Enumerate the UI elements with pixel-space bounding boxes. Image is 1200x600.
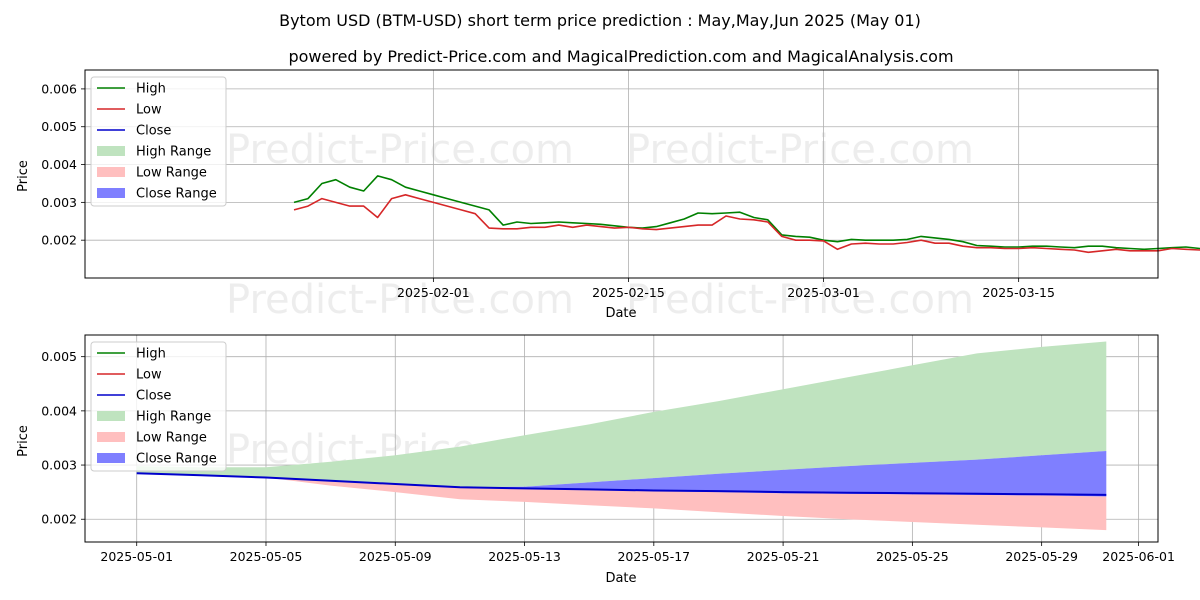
- x-tick-label: 2025-05-13: [488, 549, 561, 564]
- top-y-axis: 0.002 0.003 0.004 0.005 0.006: [41, 81, 85, 248]
- legend-label: Close: [136, 124, 171, 139]
- high-series-line: [293, 175, 1200, 251]
- bottom-range-areas: [136, 341, 1107, 531]
- legend-label: High Range: [136, 145, 211, 160]
- watermark: Predict-Price.com: [626, 277, 974, 323]
- bottom-series-lines: [136, 472, 1107, 496]
- top-plot-frame: [84, 69, 1159, 279]
- x-tick-label: 2025-05-29: [1005, 549, 1078, 564]
- legend-label: Close: [136, 389, 171, 404]
- watermark: Predict-Price.com: [226, 127, 574, 173]
- top-legend: High Low Close High Range Low Range Close Ran…: [90, 76, 227, 207]
- y-tick-label: 0.003: [41, 195, 77, 210]
- bottom-x-axis: 2025-05-01 2025-05-05 2025-05-09 2025-05-13…: [100, 542, 1175, 564]
- legend-patch-swatch: [97, 146, 125, 156]
- close-forecast-line: [136, 472, 1107, 496]
- legend-label: High: [136, 347, 166, 362]
- legend-patch-swatch: [97, 432, 125, 442]
- bottom-x-axis-label: Date: [605, 571, 636, 586]
- legend-label: High: [136, 82, 166, 97]
- y-tick-label: 0.005: [41, 119, 77, 134]
- watermark: Predict-Price.com: [626, 127, 974, 173]
- high-range-area: [136, 341, 1107, 488]
- bottom-panel: 2025-05-01 2025-05-05 2025-05-09 2025-05-13…: [16, 334, 1175, 586]
- x-tick-label: 2025-03-15: [982, 285, 1055, 300]
- legend-label: Close Range: [136, 187, 217, 202]
- y-tick-label: 0.002: [41, 233, 77, 248]
- legend-label: Low: [136, 103, 162, 118]
- legend-label: Low Range: [136, 431, 207, 446]
- chart-subtitle: powered by Predict-Price.com and Magical…: [288, 47, 953, 66]
- legend-patch-swatch: [97, 453, 125, 463]
- close-range-area: [136, 451, 1107, 497]
- x-tick-label: 2025-05-17: [617, 549, 690, 564]
- legend-label: Low Range: [136, 166, 207, 181]
- top-y-axis-label: Price: [16, 160, 31, 192]
- low-range-area: [136, 473, 1107, 531]
- x-tick-label: 2025-02-15: [592, 285, 665, 300]
- bottom-y-axis: 0.002 0.003 0.004 0.005: [41, 349, 85, 527]
- top-gridlines: [85, 70, 1158, 278]
- x-tick-label: 2025-06-01: [1102, 549, 1175, 564]
- top-series-lines: [293, 175, 1200, 254]
- y-tick-label: 0.006: [41, 81, 77, 96]
- legend-label: High Range: [136, 410, 211, 425]
- x-tick-label: 2025-05-21: [747, 549, 820, 564]
- x-tick-label: 2025-05-05: [230, 549, 303, 564]
- bottom-plot-frame: [84, 334, 1159, 543]
- x-tick-label: 2025-03-01: [787, 285, 860, 300]
- x-tick-label: 2025-05-25: [876, 549, 949, 564]
- x-tick-label: 2025-05-01: [100, 549, 173, 564]
- bottom-legend: High Low Close High Range Low Range Close Ran…: [90, 341, 227, 472]
- y-tick-label: 0.004: [41, 403, 77, 418]
- x-tick-label: 2025-05-09: [359, 549, 432, 564]
- y-tick-label: 0.005: [41, 349, 77, 364]
- low-series-line: [293, 194, 1200, 254]
- y-tick-label: 0.002: [41, 512, 77, 527]
- legend-label: Low: [136, 368, 162, 383]
- top-panel: 2025-02-01 2025-02-15 2025-03-01 2025-03-15…: [16, 69, 1200, 321]
- y-tick-label: 0.003: [41, 458, 77, 473]
- top-x-axis: 2025-02-01 2025-02-15 2025-03-01 2025-03-15…: [397, 278, 1055, 300]
- watermark: Predict-Price.com: [226, 277, 574, 323]
- y-tick-label: 0.004: [41, 157, 77, 172]
- top-x-axis-label: Date: [605, 306, 636, 321]
- legend-patch-swatch: [97, 411, 125, 421]
- legend-patch-swatch: [97, 188, 125, 198]
- bottom-y-axis-label: Price: [16, 425, 31, 457]
- chart-title: Bytom USD (BTM-USD) short term price pre…: [279, 11, 921, 30]
- x-tick-label: 2025-02-01: [397, 285, 470, 300]
- legend-label: Close Range: [136, 452, 217, 467]
- legend-patch-swatch: [97, 167, 125, 177]
